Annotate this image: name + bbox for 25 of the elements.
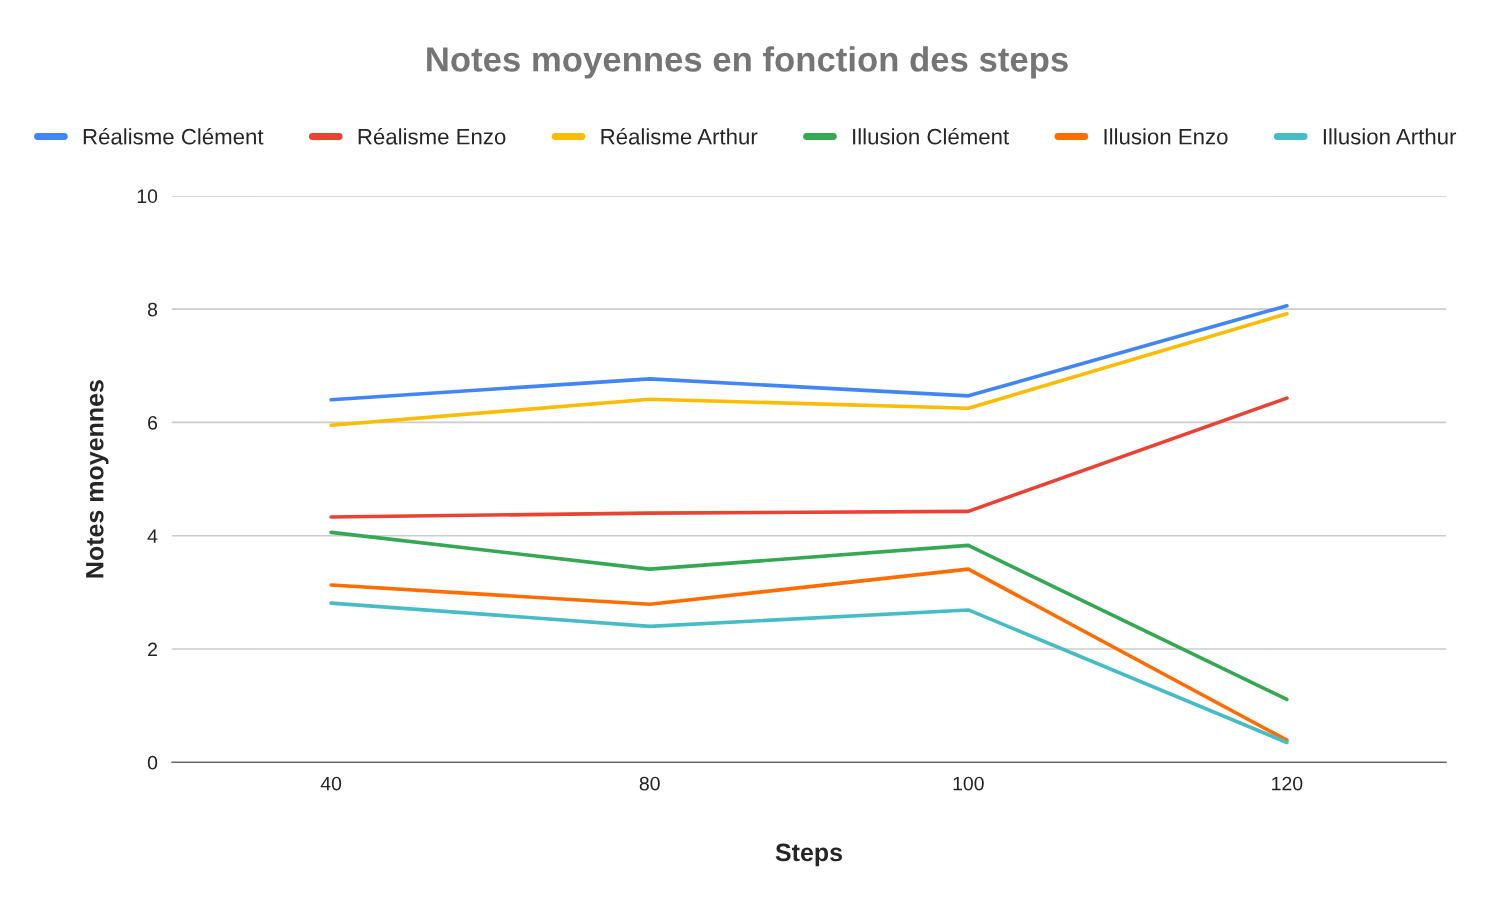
x-tick-label: 100 — [953, 776, 984, 791]
x-tick-label: 80 — [639, 776, 660, 791]
line-series — [329, 303, 1289, 402]
y-tick-label: 10 — [137, 189, 158, 204]
line-series — [329, 311, 1289, 428]
line-series — [329, 567, 1289, 743]
line-series — [329, 530, 1289, 702]
line-series — [329, 601, 1289, 745]
y-tick-label: 8 — [147, 302, 158, 317]
x-tick-label: 40 — [320, 776, 342, 791]
x-axis-title: Steps — [775, 843, 843, 867]
legend-label: Illusion Clément — [853, 127, 1009, 145]
line-series — [329, 396, 1289, 519]
y-tick-label: 4 — [147, 529, 158, 543]
legend-label: Réalisme Clément — [83, 127, 264, 145]
y-tick-label: 6 — [148, 415, 158, 430]
x-tick-label: 120 — [1272, 776, 1303, 791]
y-axis-title: Notes moyennes — [86, 380, 109, 578]
legend-label: Illusion Arthur — [1323, 128, 1457, 145]
legend-label: Réalisme Arthur — [601, 127, 758, 145]
y-tick-label: 0 — [147, 755, 158, 770]
legend-label: Réalisme Enzo — [358, 127, 506, 145]
legend-label: Illusion Enzo — [1104, 128, 1228, 145]
chart-title: Notes moyennes en fonction des steps — [427, 46, 1068, 79]
y-tick-label: 2 — [148, 642, 157, 657]
